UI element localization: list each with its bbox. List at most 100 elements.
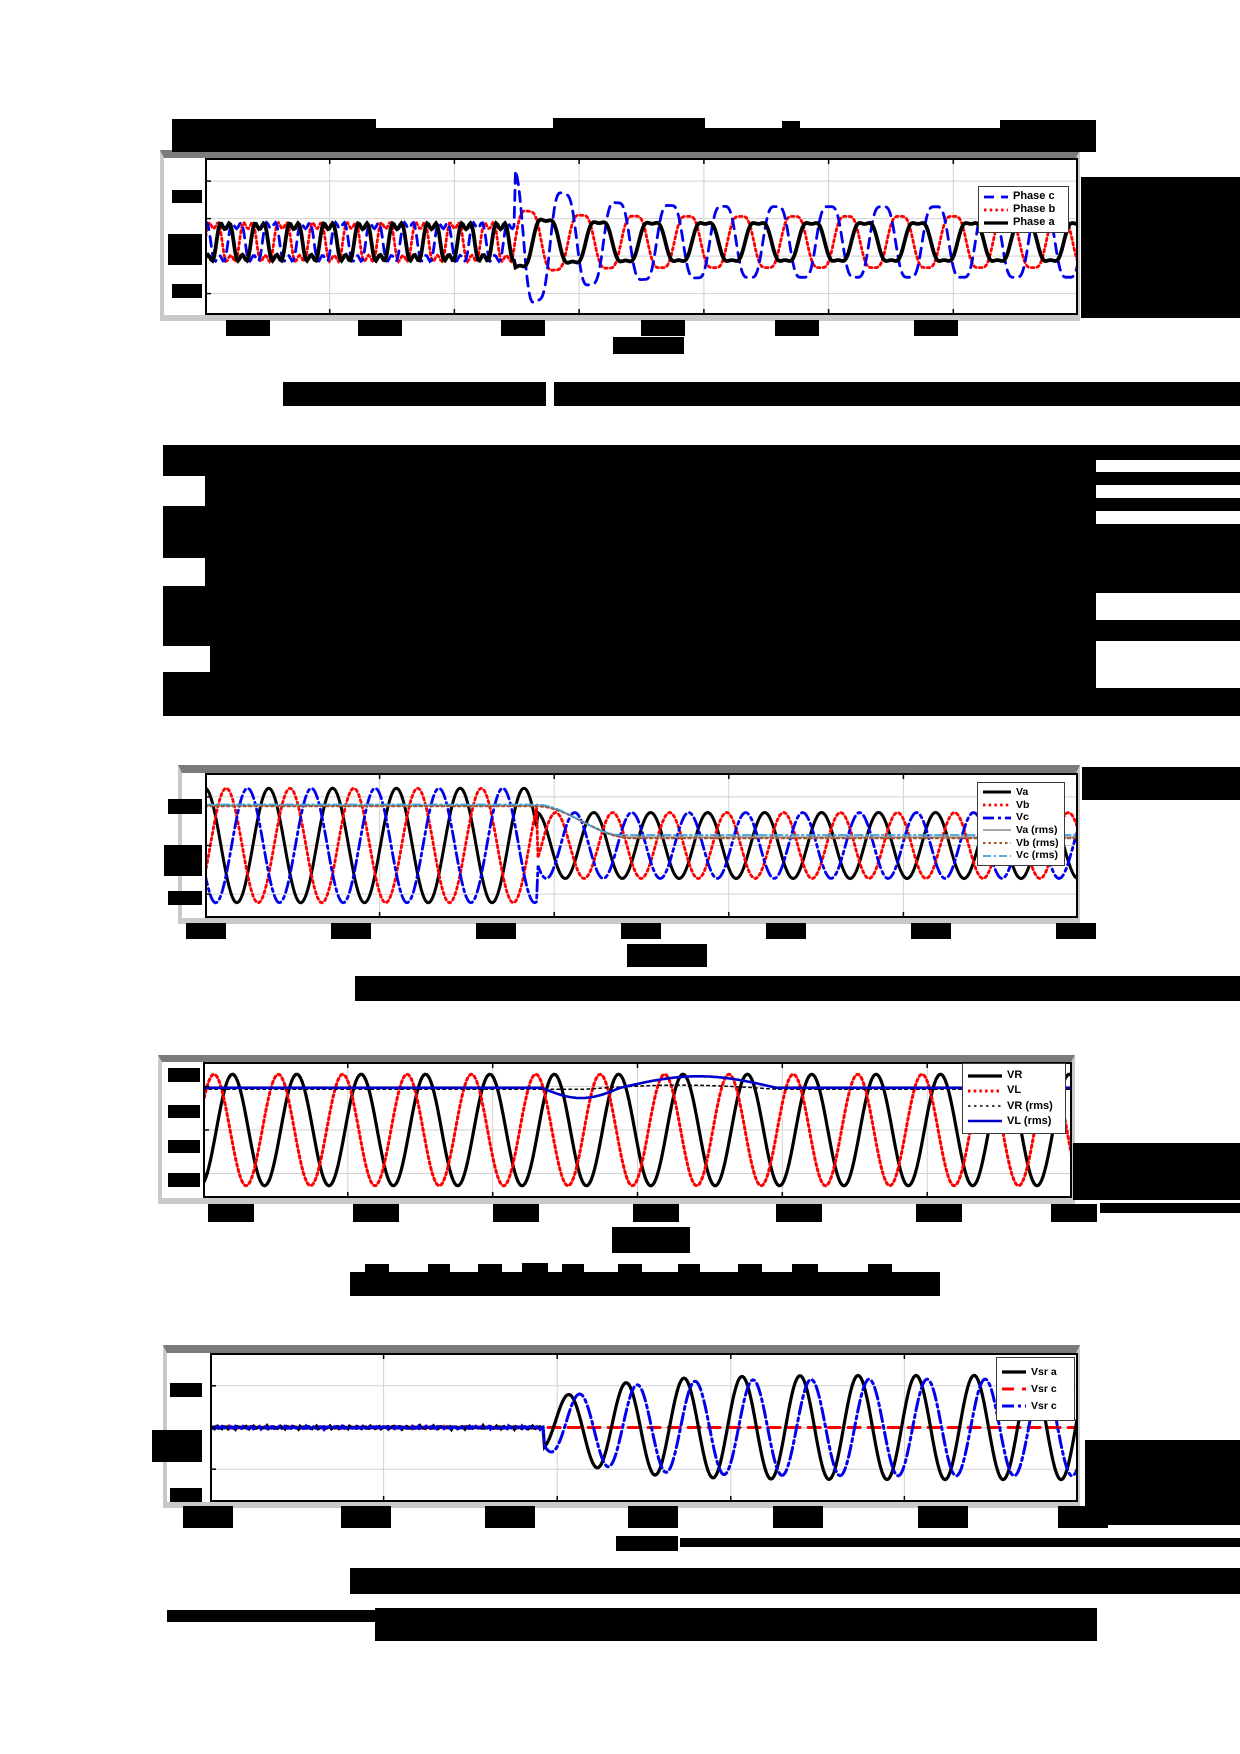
redacted-caption-4 xyxy=(350,1568,1240,1594)
paragraph-indent-gap xyxy=(163,476,205,506)
legend-line-sample-icon xyxy=(983,829,1011,832)
redacted-text-line xyxy=(1096,498,1240,511)
redacted-tick-label xyxy=(186,923,226,939)
redacted-caption-3 xyxy=(562,1264,584,1272)
paragraph-indent-gap xyxy=(163,558,205,586)
legend-entry: VR (rms) xyxy=(967,1100,1062,1112)
legend-entry: Vb xyxy=(982,800,1061,811)
legend-line-sample-icon xyxy=(968,1074,1002,1078)
legend-box: Vsr a Vsr c Vsr c xyxy=(996,1357,1075,1421)
redacted-text-block xyxy=(1073,1143,1240,1200)
redacted-caption-3 xyxy=(678,1264,700,1272)
redacted-tick-label xyxy=(766,923,806,939)
redacted-tick-label xyxy=(493,1204,539,1222)
legend-line-sample-icon xyxy=(983,816,1011,820)
redacted-paragraph xyxy=(163,445,1096,716)
legend-label: Vsr c xyxy=(1031,1399,1057,1412)
trace-vr xyxy=(204,1072,1071,1188)
redacted-caption-1 xyxy=(283,382,546,406)
legend-label: Va xyxy=(1016,786,1029,799)
redacted-text-line xyxy=(680,1538,1240,1547)
trace-vl xyxy=(204,1072,1071,1188)
waveform-chart-2 xyxy=(205,773,1078,918)
redacted-text-block xyxy=(1082,767,1240,800)
redacted-tick-label xyxy=(341,1506,391,1528)
redacted-text-line xyxy=(1096,472,1240,485)
trace-vsr-c xyxy=(211,1377,1077,1478)
redacted-text-line xyxy=(1096,524,1240,593)
redacted-tick-label xyxy=(358,320,402,336)
redacted-text-block xyxy=(1100,1203,1240,1213)
legend-box: VR VL VR (rms) VL (rms) xyxy=(962,1063,1066,1134)
redacted-tick-label xyxy=(208,1204,254,1222)
redacted-caption-3 xyxy=(478,1264,502,1272)
redacted-axis-label xyxy=(172,190,202,203)
redacted-axis-label xyxy=(168,891,202,905)
redacted-caption-3 xyxy=(868,1264,892,1272)
redacted-axis-label xyxy=(613,337,684,354)
redacted-axis-label xyxy=(152,1430,202,1462)
legend-label: Phase b xyxy=(1013,203,1056,215)
redacted-caption-3 xyxy=(522,1263,548,1272)
legend-label: Vb xyxy=(1016,798,1030,811)
redacted-tick-label xyxy=(918,1506,968,1528)
legend-line-sample-icon xyxy=(968,1089,1002,1093)
legend-entry: Phase a xyxy=(983,217,1065,228)
redacted-tick-label xyxy=(226,320,270,336)
redacted-caption-3 xyxy=(618,1264,642,1272)
legend-label: Vc xyxy=(1016,811,1029,824)
legend-box: Va Vb Vc Va (rms) Vb (rms) Vc (rms) xyxy=(977,782,1065,866)
redacted-tick-label xyxy=(485,1506,535,1528)
redacted-text-line xyxy=(1096,688,1240,716)
redacted-tick-label xyxy=(1056,923,1096,939)
waveform-chart-4 xyxy=(210,1353,1078,1502)
legend-line-sample-icon xyxy=(983,854,1011,857)
redacted-tick-label xyxy=(501,320,545,336)
legend-entry: VL xyxy=(967,1085,1062,1096)
legend-entry: Va xyxy=(982,787,1061,798)
redacted-tick-label xyxy=(911,923,951,939)
legend-entry: Vsr a xyxy=(1001,1367,1071,1378)
trace-vc xyxy=(206,786,1077,905)
legend-entry: VL (rms) xyxy=(967,1114,1062,1127)
redacted-tick-label xyxy=(776,1204,822,1222)
trace-vc-rms- xyxy=(206,803,1077,836)
redacted-caption-3 xyxy=(428,1264,450,1272)
redacted-axis-label xyxy=(168,799,202,814)
redacted-tick-label xyxy=(183,1506,233,1528)
waveform-traces xyxy=(211,1373,1077,1482)
legend-entry: Vc xyxy=(982,812,1061,823)
redacted-axis-label xyxy=(170,1488,202,1502)
legend-line-sample-icon xyxy=(968,1119,1002,1123)
legend-line-sample-icon xyxy=(1002,1370,1026,1374)
redacted-caption-3 xyxy=(738,1264,762,1272)
legend-line-sample-icon xyxy=(983,841,1011,844)
legend-line-sample-icon xyxy=(984,220,1008,225)
redacted-caption-3 xyxy=(365,1264,389,1272)
paragraph-indent-gap xyxy=(163,646,210,672)
waveform-traces xyxy=(206,786,1077,905)
redacted-tick-label xyxy=(1058,1506,1108,1528)
trace-vr-rms- xyxy=(204,1084,1071,1090)
redacted-caption-3 xyxy=(792,1264,818,1272)
redacted-tick-label xyxy=(621,923,661,939)
legend-line-sample-icon xyxy=(968,1105,1002,1107)
redacted-text-line xyxy=(1096,620,1240,641)
redacted-axis-label xyxy=(168,234,202,265)
redacted-tick-label xyxy=(1051,1204,1097,1222)
legend-entry: Vb (rms) xyxy=(982,838,1061,849)
redacted-footnote xyxy=(375,1608,1097,1641)
legend-label: VL xyxy=(1007,1084,1022,1097)
redacted-axis-label xyxy=(172,284,202,298)
redacted-caption-2 xyxy=(355,976,1240,1001)
redacted-tick-label xyxy=(641,320,685,336)
trace-vl-rms- xyxy=(204,1075,1071,1100)
legend-line-sample-icon xyxy=(983,790,1011,794)
redacted-heading xyxy=(1000,120,1096,129)
redacted-caption-3 xyxy=(350,1272,940,1296)
grid-lines xyxy=(205,158,1078,315)
legend-label: VL (rms) xyxy=(1007,1114,1052,1127)
redacted-heading xyxy=(172,128,1096,152)
redacted-axis-label xyxy=(627,944,707,967)
